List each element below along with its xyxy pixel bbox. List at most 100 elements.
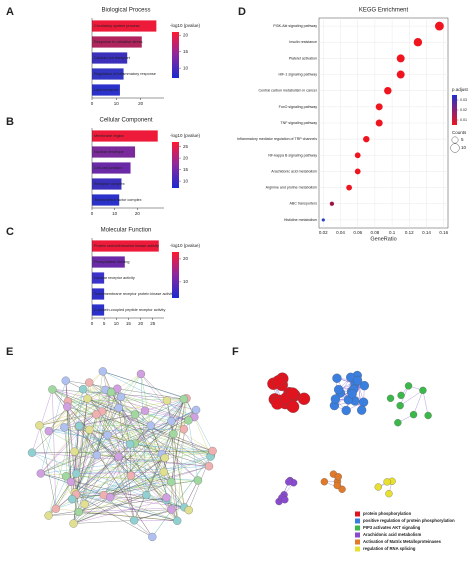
network-node: [424, 411, 432, 420]
x-tick-label: 0: [91, 101, 94, 106]
network-node: [69, 519, 78, 528]
network-node: [332, 373, 342, 383]
network-edge: [40, 380, 66, 474]
network-node: [148, 532, 157, 542]
network-node: [167, 505, 176, 514]
y-tick-label: Arachidonic acid metabolism: [271, 169, 317, 173]
x-tick-label: 0: [91, 211, 94, 216]
bar-label: Lipid transport: [94, 88, 119, 92]
network-node: [130, 410, 140, 419]
network-node: [352, 375, 363, 386]
network-node: [35, 421, 44, 430]
colorbar-tick-label: 15: [183, 49, 189, 54]
panel-label: D: [238, 6, 246, 18]
network-node: [78, 385, 88, 394]
network-edge: [64, 427, 72, 482]
network-node: [359, 380, 369, 391]
network-node: [383, 478, 391, 486]
dot: [321, 218, 325, 222]
bar: [92, 84, 120, 96]
network-edge: [150, 425, 167, 498]
bar-label: Transmembrane receptor protein kinase ac…: [94, 292, 174, 296]
network-edge: [75, 494, 153, 538]
network-edge: [78, 414, 136, 513]
network-edge: [110, 398, 186, 498]
legend-title: Counts: [452, 130, 467, 135]
x-tick-label: 20: [135, 211, 141, 216]
network-node: [358, 397, 369, 407]
legend-label: positive regulation of protein phosphory…: [363, 518, 455, 523]
network-edge: [120, 373, 142, 398]
network-edge: [134, 481, 172, 521]
network-edge: [74, 420, 189, 493]
x-tick-label: 10: [112, 211, 118, 216]
network-node: [106, 493, 115, 502]
network-edge: [74, 481, 172, 493]
network-node: [374, 483, 382, 491]
network-edge: [83, 389, 184, 430]
dot: [363, 135, 370, 143]
y-tick-label: NF-kappa B signaling pathway: [268, 153, 317, 157]
network-node: [67, 494, 77, 504]
network-edge: [413, 390, 424, 415]
colorbar-tick-label: 25: [183, 144, 189, 149]
network-node: [173, 516, 182, 525]
network-node: [338, 485, 346, 493]
network-edge: [87, 398, 136, 415]
network-edge: [171, 398, 186, 482]
network-edge: [40, 392, 112, 474]
network-node: [204, 462, 214, 471]
x-tick-label: 0: [91, 321, 94, 326]
network-edge: [55, 456, 211, 509]
panel-label: F: [232, 346, 239, 358]
network-node: [116, 392, 126, 402]
bar-label: Regulation of inflammatory response: [94, 72, 156, 76]
network-node: [130, 516, 139, 525]
network-edge: [74, 421, 172, 493]
network-edge: [130, 475, 199, 481]
bar-label: Circulatory system process: [94, 24, 140, 28]
network-edge: [89, 382, 165, 459]
colorbar-tick-label: 0.01: [460, 118, 467, 122]
x-tick-label: 0.1: [389, 230, 396, 235]
bar-label: Nuclear receptor activity: [94, 276, 135, 280]
colorbar-tick-label: 0.03: [460, 98, 467, 102]
network-node: [330, 394, 341, 404]
network-node: [126, 471, 136, 480]
x-tick-label: 0.16: [439, 230, 448, 235]
network-edge: [74, 407, 119, 493]
network-edge: [184, 480, 199, 508]
network-node: [285, 478, 293, 486]
network-edge: [39, 425, 165, 459]
network-edge: [171, 481, 178, 521]
network-node: [106, 387, 116, 397]
network-node: [72, 469, 81, 478]
network-node: [160, 453, 169, 463]
bar-label: Receptor complex: [94, 182, 125, 186]
network-edge: [64, 398, 88, 428]
network-edge: [72, 409, 197, 500]
colorbar-tick-label: 10: [183, 65, 189, 70]
chart-title: KEGG Enrichment: [359, 8, 409, 14]
network-node: [169, 429, 178, 439]
network-edge: [87, 398, 172, 422]
network-edge: [96, 455, 165, 459]
network-edge: [67, 401, 167, 498]
network-edge: [110, 456, 211, 498]
network-node: [142, 491, 151, 500]
network-edge: [67, 406, 212, 456]
network-edge: [79, 425, 189, 511]
dot: [329, 201, 335, 206]
network-node: [167, 417, 176, 426]
dot: [354, 152, 361, 159]
network-edge: [110, 466, 210, 498]
network-node: [114, 452, 123, 461]
legend-swatch: [355, 532, 360, 538]
network-edge: [48, 406, 68, 432]
network-edge: [31, 389, 53, 453]
network-edge: [422, 390, 429, 416]
network-edge: [74, 398, 187, 452]
bar-label: Protein serine/threonine kinase activity: [94, 244, 159, 248]
network-edge: [74, 435, 108, 493]
network-node: [63, 402, 72, 411]
